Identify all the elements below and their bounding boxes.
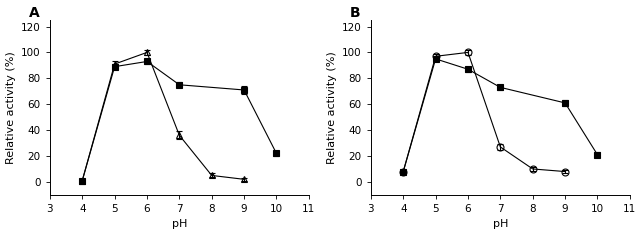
Y-axis label: Relative activity (%): Relative activity (%): [6, 51, 15, 164]
Y-axis label: Relative activity (%): Relative activity (%): [327, 51, 336, 164]
Text: B: B: [350, 6, 361, 20]
X-axis label: pH: pH: [171, 219, 187, 229]
X-axis label: pH: pH: [492, 219, 508, 229]
Text: A: A: [29, 6, 40, 20]
